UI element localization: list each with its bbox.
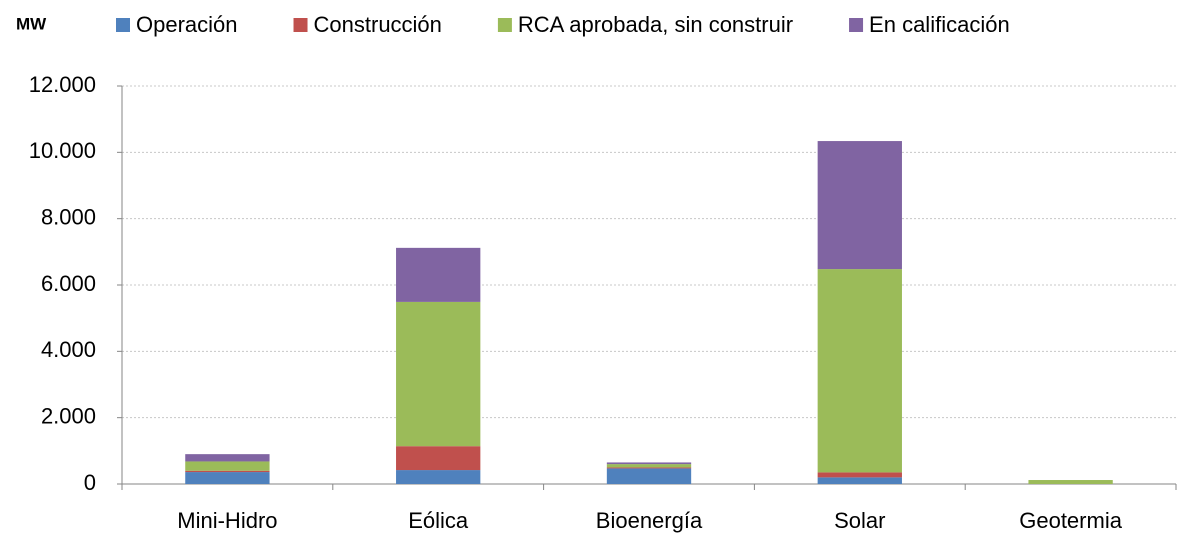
x-tick-label: Mini-Hidro <box>177 508 277 533</box>
bar-segment <box>1028 480 1113 484</box>
bar-segment <box>817 477 902 484</box>
legend-swatch <box>849 18 864 32</box>
legend-swatch <box>293 18 308 32</box>
legend-label: RCA aprobada, sin construir <box>518 12 793 37</box>
y-tick-label: 6.000 <box>41 271 96 296</box>
bar-segment <box>185 461 270 471</box>
y-tick-label: 10.000 <box>29 138 96 163</box>
y-tick-label: 2.000 <box>41 403 96 428</box>
x-tick-label: Eólica <box>408 508 469 533</box>
legend-label: Operación <box>136 12 238 37</box>
y-tick-label: 12.000 <box>29 72 96 97</box>
bar-segment <box>396 301 481 447</box>
legend-label: En calificación <box>869 12 1010 37</box>
x-tick-label: Geotermia <box>1019 508 1122 533</box>
bar-segment <box>817 472 902 478</box>
x-tick-label: Solar <box>834 508 885 533</box>
bar-segment <box>817 141 902 270</box>
x-tick-label: Bioenergía <box>596 508 703 533</box>
y-axis-label: MW <box>16 14 47 33</box>
y-tick-label: 4.000 <box>41 337 96 362</box>
bar-segment <box>185 472 270 484</box>
y-tick-label: 8.000 <box>41 204 96 229</box>
bar-segment <box>606 462 692 465</box>
legend-swatch <box>497 18 512 32</box>
bar-segment <box>817 269 902 473</box>
bar-segment <box>396 470 481 484</box>
bar-segment <box>185 470 270 473</box>
legend-label: Construcción <box>314 12 442 37</box>
bar-segment <box>185 454 270 462</box>
bar-segment <box>606 468 692 484</box>
bar-segment <box>606 464 692 468</box>
legend-swatch <box>116 18 130 32</box>
y-tick-label: 0 <box>84 470 96 495</box>
bar-segment <box>396 247 481 302</box>
bar-segment <box>396 446 481 471</box>
bar-segment <box>606 467 692 469</box>
